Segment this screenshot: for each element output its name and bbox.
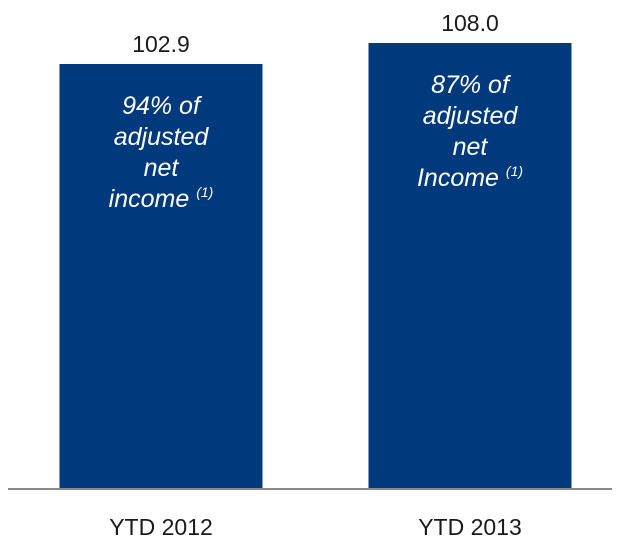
category-label: YTD 2012	[109, 514, 213, 540]
footnote-marker: (1)	[506, 163, 523, 179]
bar-note-line: Income (1)	[417, 163, 523, 192]
bar-ytd-2013	[368, 43, 572, 488]
bar-note-line: net	[453, 133, 489, 161]
bar-note-line: 94% of	[122, 92, 203, 120]
bars-group	[59, 43, 572, 488]
category-label: YTD 2013	[418, 514, 522, 540]
bar-ytd-2012	[59, 64, 263, 488]
bar-note-line: net	[144, 154, 180, 182]
bar-note-line: adjusted	[423, 102, 519, 130]
footnote-marker: (1)	[196, 184, 213, 200]
bar-note-line: adjusted	[114, 123, 210, 151]
bar-note-line: income (1)	[109, 184, 214, 213]
value-label: 102.9	[132, 31, 190, 57]
value-label: 108.0	[441, 10, 499, 36]
bar-note-line: 87% of	[431, 71, 512, 99]
